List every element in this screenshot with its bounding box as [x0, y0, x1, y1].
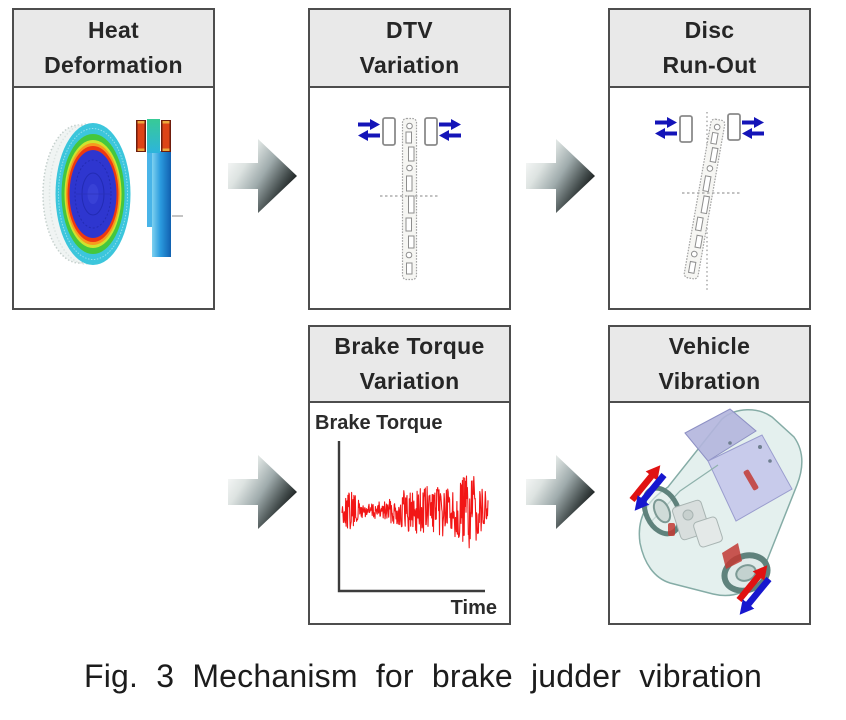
vibration-arrows	[629, 465, 772, 615]
plot-ylabel: Brake Torque	[315, 412, 442, 434]
box-vehicle-vibration-header: Vehicle Vibration	[610, 327, 809, 403]
box-title-line: Heat	[87, 17, 140, 43]
plot-axes	[337, 441, 485, 593]
box-dtv-variation: DTV Variation	[308, 8, 511, 310]
brake-pad-left	[679, 115, 693, 143]
disc-side-strip	[152, 151, 171, 257]
box-title-line: Disc	[684, 17, 735, 43]
box-title-line: Brake Torque	[334, 333, 485, 359]
disc-side-view-thermal	[136, 119, 183, 257]
brake-pad-right	[424, 117, 438, 146]
brake-pad-hot-right	[161, 120, 171, 152]
vibration-arrow-red-rear	[736, 565, 768, 603]
box-disc-run-out: Disc Run-Out	[608, 8, 811, 310]
dtv-variation-illustration	[358, 117, 461, 281]
box-title-line: Vibration	[658, 368, 761, 394]
box-heat-deformation-content	[14, 88, 213, 306]
brake-pad-right	[727, 113, 741, 141]
brake-torque-signal	[341, 475, 489, 549]
suspension-parts-red	[668, 469, 759, 569]
box-vehicle-vibration: Vehicle Vibration	[608, 325, 811, 625]
disc-front-view-thermal	[42, 123, 131, 265]
disc-friction-ring	[147, 119, 160, 153]
box-title-line: Variation	[359, 52, 460, 78]
box-title-line: Variation	[359, 368, 460, 394]
box-dtv-variation-header: DTV Variation	[310, 10, 509, 88]
transparent-car-model	[638, 408, 803, 597]
box-title-line: DTV	[386, 17, 433, 43]
vibration-arrow-blue-rear	[739, 576, 772, 615]
pad-motion-arrows-left	[655, 117, 677, 139]
flow-arrow-3	[228, 455, 297, 529]
box-brake-torque-variation-header: Brake Torque Variation	[310, 327, 509, 403]
box-vehicle-vibration-content	[610, 403, 809, 621]
heat-deformation-illustration	[42, 119, 183, 265]
flow-arrow-1	[228, 139, 297, 213]
pad-motion-arrows-right	[439, 119, 461, 141]
windshield	[684, 408, 757, 462]
pad-motion-arrows-left	[358, 119, 380, 141]
plot-xlabel: Time	[451, 597, 497, 619]
box-title-line: Run-Out	[662, 52, 757, 78]
figure-caption: Fig. 3 Mechanism for brake judder vibrat…	[84, 658, 762, 694]
brake-pad-left	[382, 117, 396, 146]
box-disc-run-out-header: Disc Run-Out	[610, 10, 809, 88]
box-disc-run-out-content	[610, 88, 809, 306]
brake-pad-hot-left	[136, 120, 146, 152]
box-title-line: Vehicle	[668, 333, 751, 359]
box-heat-deformation-header: Heat Deformation	[14, 10, 213, 88]
flow-arrow-4	[526, 455, 595, 529]
disc-cross-section	[401, 117, 418, 281]
flow-arrow-2	[526, 139, 595, 213]
vibration-arrow-blue-front	[634, 472, 667, 511]
disc-run-out-illustration	[655, 112, 764, 292]
fastener-dots	[728, 441, 772, 463]
engine-block	[672, 499, 723, 548]
box-title-line: Deformation	[44, 52, 183, 78]
disc-hat-band	[147, 151, 154, 227]
box-brake-torque-variation-content: Brake Torque Time	[310, 403, 509, 621]
box-heat-deformation: Heat Deformation	[12, 8, 215, 310]
box-brake-torque-variation: Brake Torque Variation Brake Torque Time	[308, 325, 511, 625]
box-dtv-variation-content	[310, 88, 509, 306]
vehicle-vibration-illustration	[629, 408, 803, 615]
brake-torque-plot: Brake Torque Time	[315, 412, 497, 619]
pad-motion-arrows-right	[742, 117, 764, 139]
